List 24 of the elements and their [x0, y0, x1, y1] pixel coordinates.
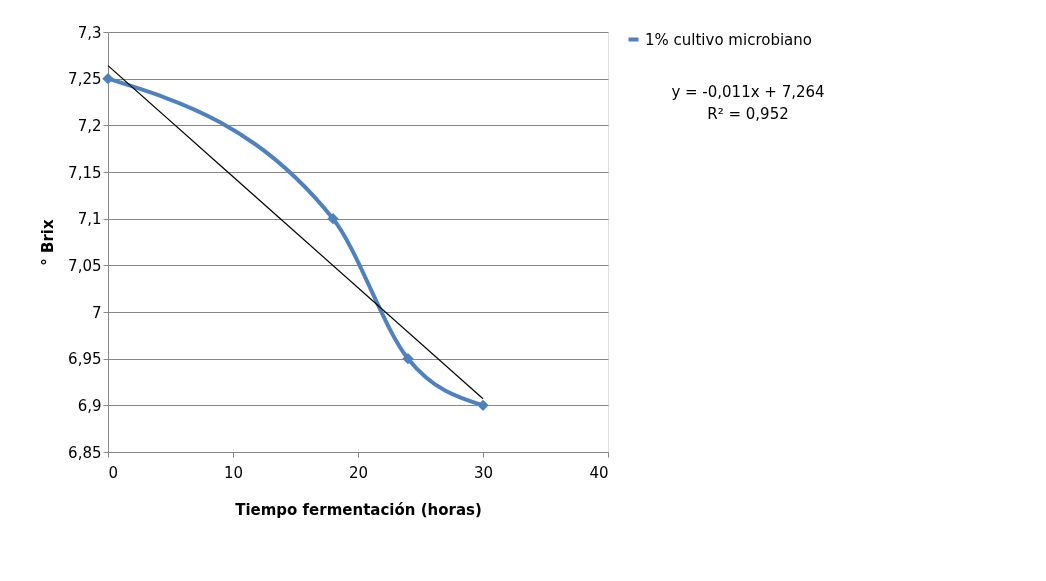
- x-tick-label: 20: [348, 463, 369, 482]
- legend-label: 1% cultivo microbiano: [645, 30, 812, 49]
- x-tick-label: 10: [223, 463, 244, 482]
- x-axis-title: Tiempo fermentación (horas): [235, 500, 482, 519]
- y-tick-label: 6,9: [77, 396, 102, 415]
- y-tick-label: 7,1: [77, 210, 102, 229]
- y-tick-label: 7,2: [77, 116, 102, 135]
- point: [477, 399, 489, 412]
- point: [102, 72, 114, 85]
- y-tick-label: 6,95: [68, 350, 102, 369]
- y-tick-label: 7,15: [68, 163, 102, 182]
- y-tick-label: 6,85: [68, 443, 102, 462]
- point: [327, 212, 339, 225]
- x-tick-label: 40: [589, 463, 609, 482]
- x-tick-label: 0: [108, 463, 119, 482]
- y-tick-label: 7: [91, 303, 102, 322]
- y-tick-label: 7,3: [77, 23, 102, 42]
- x-tick-label: 30: [473, 463, 494, 482]
- y-tick-label: 7,25: [68, 70, 102, 89]
- text: R² = 0,952: [707, 105, 789, 123]
- y-axis-title: ° Brix: [39, 218, 58, 266]
- point: [402, 352, 414, 365]
- y-tick-label: 7,05: [68, 256, 102, 275]
- text: y = -0,011x + 7,264: [671, 83, 825, 101]
